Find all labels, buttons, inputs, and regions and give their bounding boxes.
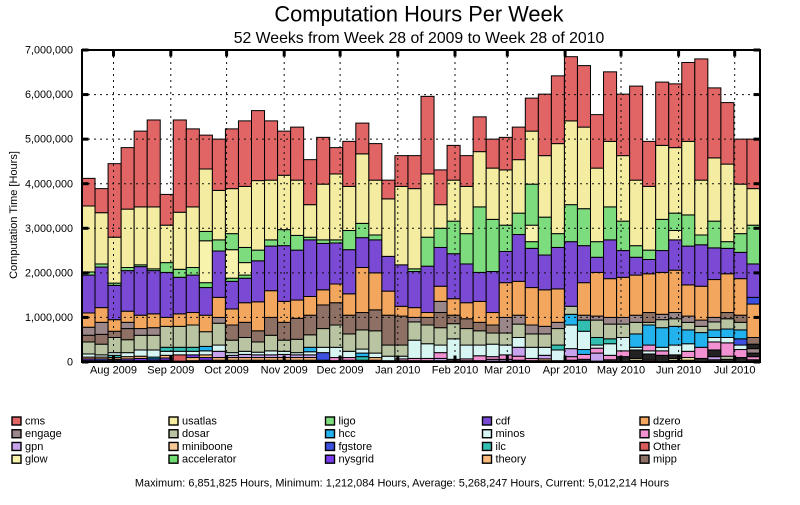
svg-text:Oct 2009: Oct 2009: [204, 365, 249, 377]
svg-text:ilc: ilc: [496, 441, 507, 453]
svg-text:minos: minos: [496, 428, 526, 440]
svg-text:52 Weeks from Week 28 of 2009: 52 Weeks from Week 28 of 2009 to Week 28…: [234, 30, 605, 47]
svg-text:Dec 2009: Dec 2009: [317, 365, 364, 377]
svg-text:Apr 2010: Apr 2010: [543, 365, 588, 377]
svg-text:dosar: dosar: [182, 428, 210, 440]
svg-text:nysgrid: nysgrid: [339, 454, 374, 466]
svg-text:Aug 2009: Aug 2009: [90, 365, 137, 377]
svg-text:5,000,000: 5,000,000: [25, 134, 73, 146]
svg-text:Computation Time [Hours]: Computation Time [Hours]: [8, 151, 20, 279]
svg-text:Nov 2009: Nov 2009: [261, 365, 308, 377]
svg-text:2,000,000: 2,000,000: [25, 267, 73, 279]
svg-text:1,000,000: 1,000,000: [25, 312, 73, 324]
svg-text:engage: engage: [25, 428, 62, 440]
svg-text:cdf: cdf: [496, 415, 512, 427]
svg-text:Jan 2010: Jan 2010: [375, 365, 420, 377]
svg-text:theory: theory: [496, 454, 527, 466]
svg-text:Other: Other: [653, 441, 681, 453]
svg-text:cms: cms: [25, 415, 46, 427]
svg-text:Jul 2010: Jul 2010: [714, 365, 756, 377]
svg-text:Computation Hours Per Week: Computation Hours Per Week: [274, 2, 563, 27]
svg-text:6,000,000: 6,000,000: [25, 89, 73, 101]
svg-text:glow: glow: [25, 454, 48, 466]
svg-text:Mar 2010: Mar 2010: [484, 365, 530, 377]
svg-text:Jun 2010: Jun 2010: [656, 365, 701, 377]
svg-text:Sep 2009: Sep 2009: [147, 365, 194, 377]
svg-text:sbgrid: sbgrid: [653, 428, 683, 440]
svg-text:Maximum: 6,851,825 Hours, Mini: Maximum: 6,851,825 Hours, Minimum: 1,212…: [135, 478, 670, 490]
svg-text:7,000,000: 7,000,000: [25, 45, 73, 57]
svg-text:usatlas: usatlas: [182, 415, 217, 427]
svg-text:dzero: dzero: [653, 415, 681, 427]
svg-text:hcc: hcc: [339, 428, 357, 440]
svg-text:ligo: ligo: [339, 415, 356, 427]
svg-text:fgstore: fgstore: [339, 441, 373, 453]
svg-text:0: 0: [67, 357, 73, 369]
svg-text:May 2010: May 2010: [597, 365, 645, 377]
svg-text:4,000,000: 4,000,000: [25, 178, 73, 190]
svg-text:accelerator: accelerator: [182, 454, 237, 466]
svg-text:Feb 2010: Feb 2010: [432, 365, 478, 377]
svg-text:3,000,000: 3,000,000: [25, 223, 73, 235]
svg-text:gpn: gpn: [25, 441, 43, 453]
svg-text:mipp: mipp: [653, 454, 677, 466]
svg-text:miniboone: miniboone: [182, 441, 233, 453]
